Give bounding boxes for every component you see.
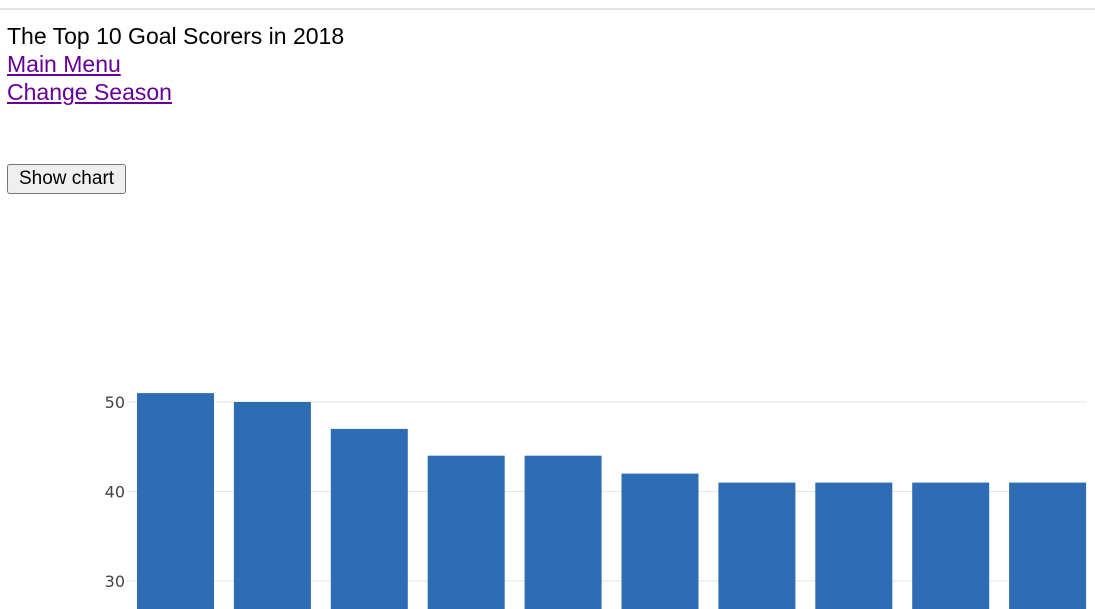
bar-5[interactable] xyxy=(524,455,602,609)
bar-1[interactable] xyxy=(137,393,214,609)
change-season-link[interactable]: Change Season xyxy=(7,79,172,105)
page-title: The Top 10 Goal Scorers in 2018 xyxy=(7,23,345,49)
bar-8[interactable] xyxy=(815,482,893,609)
bar-9[interactable] xyxy=(912,482,990,609)
top-divider xyxy=(0,8,1095,10)
bar-3[interactable] xyxy=(330,428,408,609)
bar-10[interactable] xyxy=(1009,482,1087,609)
bar-4[interactable] xyxy=(427,455,505,609)
bar-2[interactable] xyxy=(233,402,311,609)
bar-7[interactable] xyxy=(718,482,796,609)
y-tick-label: 40 xyxy=(105,483,125,502)
y-tick-label: 30 xyxy=(105,572,125,591)
main-menu-link[interactable]: Main Menu xyxy=(7,51,121,77)
y-tick-label: 50 xyxy=(105,393,125,412)
show-chart-button[interactable]: Show chart xyxy=(7,164,127,194)
bar-6[interactable] xyxy=(621,473,699,609)
